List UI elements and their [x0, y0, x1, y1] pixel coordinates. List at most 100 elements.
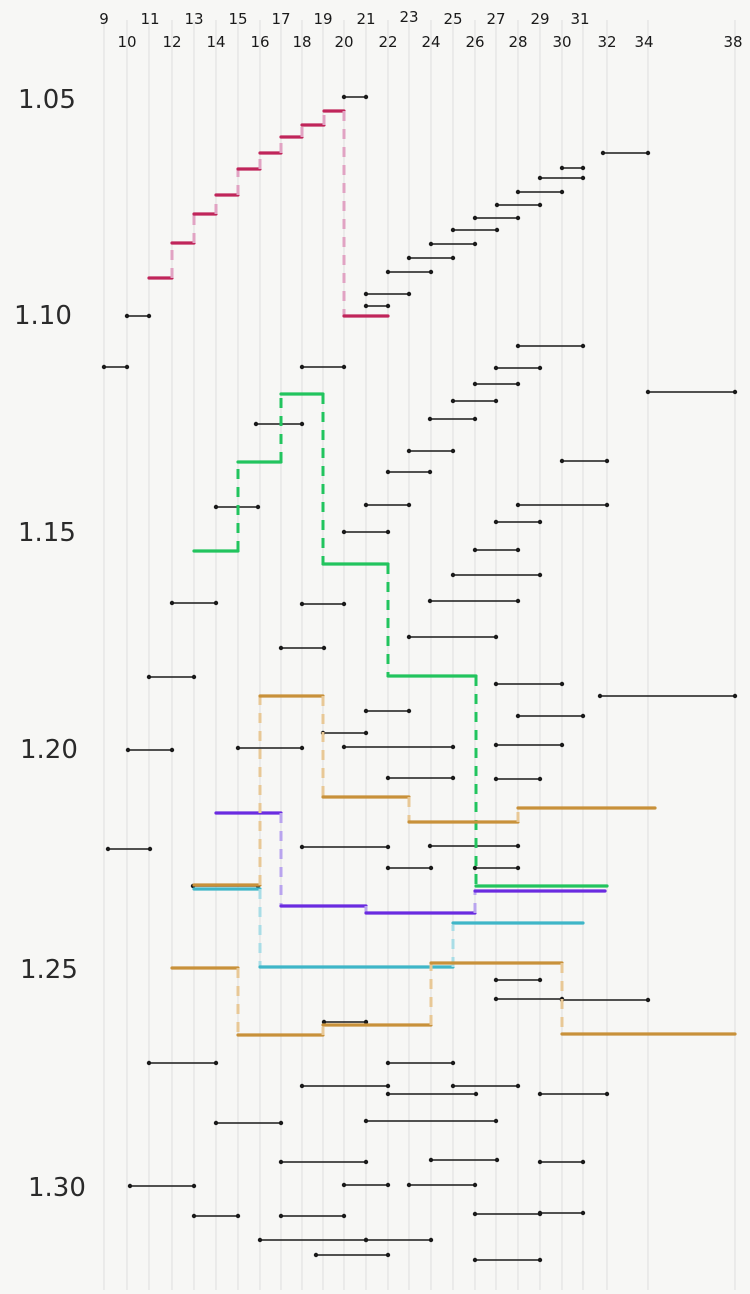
segment-endpoint [385, 469, 391, 475]
segment-endpoint [472, 1211, 478, 1217]
segment-endpoint [515, 381, 521, 387]
segment-endpoint [537, 365, 543, 371]
segment-endpoint [191, 1183, 197, 1189]
segment-endpoint [515, 343, 521, 349]
segment-endpoint [321, 645, 327, 651]
segment-endpoint [428, 865, 434, 871]
segment-endpoint [493, 634, 499, 640]
segment-endpoint [427, 416, 433, 422]
segment-endpoint [299, 745, 305, 751]
segment-endpoint [385, 303, 391, 309]
segment-endpoint [472, 1182, 478, 1188]
segment-endpoint [515, 713, 521, 719]
segment-endpoint [101, 364, 107, 370]
segment-endpoint [363, 291, 369, 297]
segment-endpoint [494, 202, 500, 208]
segment-endpoint [537, 776, 543, 782]
y-label: 1.10 [14, 301, 72, 331]
segment-endpoint [406, 255, 412, 261]
segment-endpoint [580, 713, 586, 719]
segment-endpoint [363, 303, 369, 309]
segment-endpoint [645, 997, 651, 1003]
segment-endpoint [493, 742, 499, 748]
segment-endpoint [278, 1120, 284, 1126]
x-tick-label: 31 [570, 10, 589, 28]
segment-endpoint [515, 598, 521, 604]
segment-endpoint [341, 364, 347, 370]
segment-endpoint [385, 865, 391, 871]
segment-endpoint [493, 398, 499, 404]
x-tick-label: 27 [486, 10, 505, 28]
segment-endpoint [363, 1237, 369, 1243]
x-ticks-bottom: 10 12 14 16 18 20 22 24 26 28 30 32 34 3… [117, 33, 742, 51]
black-segments [101, 94, 738, 1263]
segment-endpoint [427, 843, 433, 849]
segment-endpoint [472, 1257, 478, 1263]
colored-paths [147, 109, 737, 1037]
segment-endpoint [299, 421, 305, 427]
segment-endpoint [427, 598, 433, 604]
segment-endpoint [580, 343, 586, 349]
segment-endpoint [450, 1083, 456, 1089]
segment-endpoint [299, 844, 305, 850]
segment-endpoint [472, 416, 478, 422]
x-tick-label: 26 [465, 33, 484, 51]
segment-endpoint [493, 681, 499, 687]
y-labels: 1.05 1.10 1.15 1.20 1.25 1.30 [14, 85, 86, 1203]
segment-endpoint [515, 502, 521, 508]
segment-endpoint [341, 529, 347, 535]
segment-endpoint [278, 1159, 284, 1165]
segment-endpoint [255, 504, 261, 510]
segment-endpoint [363, 1019, 369, 1025]
segment-endpoint [105, 846, 111, 852]
segment-endpoint [406, 502, 412, 508]
segment-endpoint [537, 977, 543, 983]
segment-endpoint [472, 547, 478, 553]
segment-endpoint [494, 1157, 500, 1163]
segment-endpoint [341, 94, 347, 100]
segment-endpoint [341, 744, 347, 750]
segment-endpoint [363, 730, 369, 736]
y-label: 1.05 [18, 85, 76, 115]
segment-endpoint [385, 269, 391, 275]
segment-endpoint [363, 94, 369, 100]
y-label: 1.15 [18, 518, 76, 548]
segment-endpoint [450, 448, 456, 454]
segment-endpoint [580, 165, 586, 171]
segment-endpoint [645, 389, 651, 395]
segment-endpoint [406, 634, 412, 640]
segment-endpoint [472, 241, 478, 247]
segment-endpoint [494, 227, 500, 233]
segment-endpoint [732, 693, 738, 699]
segment-endpoint [147, 846, 153, 852]
segment-endpoint [385, 529, 391, 535]
segment-endpoint [124, 313, 130, 319]
x-tick-label: 20 [334, 33, 353, 51]
segment-endpoint [427, 469, 433, 475]
segment-endpoint [537, 175, 543, 181]
y-label: 1.25 [20, 955, 78, 985]
segment-endpoint [580, 1210, 586, 1216]
segment-endpoint [341, 1182, 347, 1188]
x-tick-label: 18 [292, 33, 311, 51]
segment-endpoint [604, 502, 610, 508]
segment-endpoint [597, 693, 603, 699]
segment-endpoint [493, 519, 499, 525]
x-tick-label: 24 [421, 33, 440, 51]
segment-endpoint [363, 1118, 369, 1124]
segment-endpoint [515, 865, 521, 871]
segment-endpoint [341, 601, 347, 607]
x-tick-label: 22 [378, 33, 397, 51]
segment-endpoint [146, 674, 152, 680]
x-tick-label: 14 [206, 33, 225, 51]
segment-endpoint [472, 215, 478, 221]
segment-endpoint [341, 1213, 347, 1219]
segment-endpoint [428, 1157, 434, 1163]
x-tick-label: 13 [184, 10, 203, 28]
segment-endpoint [450, 255, 456, 261]
x-tick-label: 29 [530, 10, 549, 28]
segment-endpoint [450, 227, 456, 233]
segment-endpoint [645, 150, 651, 156]
segment-endpoint [257, 1237, 263, 1243]
y-label: 1.30 [28, 1173, 86, 1203]
